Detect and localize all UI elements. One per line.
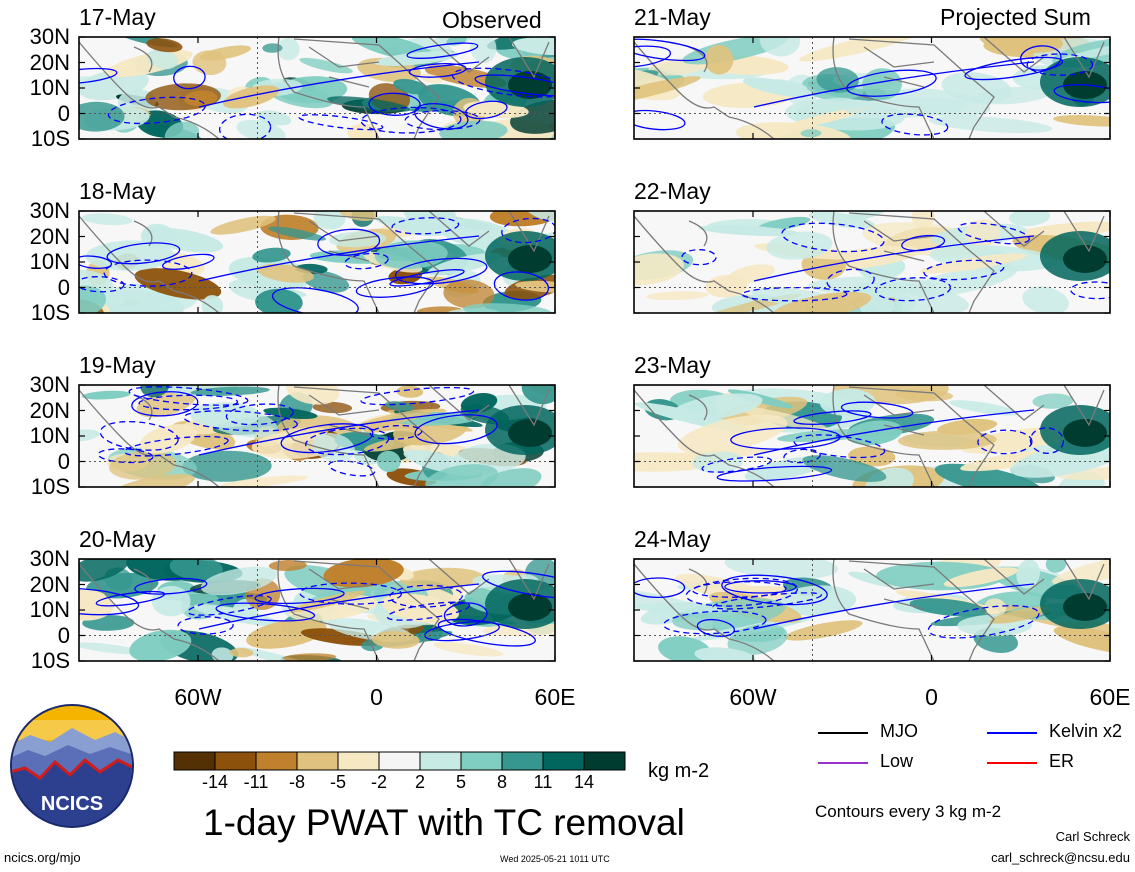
- units-label: kg m-2: [648, 760, 710, 782]
- legend-label: MJO: [880, 721, 918, 741]
- latitude-label: 30N: [29, 24, 70, 49]
- legend-label: ER: [1049, 751, 1075, 771]
- map-panel: [78, 36, 556, 140]
- map-panel: [633, 36, 1111, 140]
- map-panel: [633, 384, 1111, 488]
- latitude-label: 10S: [30, 300, 70, 325]
- colorbar-tick-label: -11: [243, 772, 269, 792]
- contour-note: Contours every 3 kg m-2: [815, 802, 1002, 821]
- colorbar-swatch: [501, 751, 544, 771]
- colorbar-tick-label: -14: [201, 772, 228, 792]
- latitude-label: 0: [57, 622, 70, 648]
- colorbar-tick-label: -8: [288, 772, 305, 792]
- latitude-label: 0: [57, 274, 70, 300]
- latitude-label: 20N: [29, 571, 70, 597]
- projected-sum-label: Projected Sum: [940, 4, 1091, 30]
- map-panel: [78, 210, 556, 314]
- legend-label: Kelvin x2: [1049, 721, 1123, 741]
- colorbar-tick-label: 2: [414, 772, 425, 792]
- latitude-label: 10N: [29, 597, 70, 622]
- ncics-logo: NCICS: [10, 704, 134, 828]
- author-email[interactable]: carl_schreck@ncsu.edu: [991, 850, 1130, 865]
- latitude-label: 10S: [30, 474, 70, 499]
- latitude-label: 20N: [29, 397, 70, 423]
- panel-date-label: 23-May: [634, 352, 711, 378]
- latitude-label: 30N: [29, 198, 70, 223]
- map-panel: [633, 558, 1111, 662]
- latitude-label: 10N: [29, 75, 70, 100]
- panel-date-label: 18-May: [79, 178, 156, 204]
- longitude-label: 60E: [1089, 684, 1131, 710]
- colorbar-swatch: [337, 751, 380, 771]
- longitude-label: 60E: [534, 684, 576, 710]
- longitude-label: 0: [925, 684, 938, 710]
- latitude-label: 0: [57, 448, 70, 474]
- latitude-label: 0: [57, 100, 70, 126]
- panel-date-label: 17-May: [79, 4, 156, 30]
- colorbar-tick-label: 11: [533, 772, 553, 792]
- colorbar-tick-label: 8: [496, 772, 507, 792]
- map-panel: [78, 558, 556, 662]
- latitude-label: 30N: [29, 372, 70, 397]
- colorbar-swatch: [255, 751, 298, 771]
- source-url[interactable]: ncics.org/mjo: [4, 850, 81, 865]
- logo-text: NCICS: [41, 793, 103, 815]
- map-panel: [78, 384, 556, 488]
- latitude-label: 10N: [29, 423, 70, 448]
- panel-date-label: 21-May: [634, 4, 711, 30]
- latitude-label: 30N: [29, 546, 70, 571]
- timestamp: Wed 2025-05-21 1011 UTC: [500, 854, 610, 864]
- colorbar: [173, 751, 626, 771]
- colorbar-swatch: [173, 751, 216, 771]
- longitude-label: 60W: [174, 684, 222, 710]
- legend: [818, 732, 1037, 764]
- colorbar-tick-label: 5: [455, 772, 466, 792]
- figure-title: 1-day PWAT with TC removal: [203, 802, 685, 843]
- colorbar-swatch: [378, 751, 421, 771]
- colorbar-swatch: [419, 751, 462, 771]
- longitude-label: 0: [370, 684, 383, 710]
- map-panel: [633, 210, 1111, 314]
- colorbar-swatch: [296, 751, 339, 771]
- colorbar-swatch: [542, 751, 585, 771]
- panel-date-label: 22-May: [634, 178, 711, 204]
- latitude-label: 20N: [29, 49, 70, 75]
- observed-label: Observed: [442, 7, 542, 33]
- colorbar-swatch: [583, 751, 626, 771]
- colorbar-tick-label: -2: [370, 772, 387, 792]
- colorbar-swatch: [460, 751, 503, 771]
- latitude-label: 10S: [30, 126, 70, 151]
- author-name: Carl Schreck: [1055, 829, 1130, 844]
- colorbar-tick-label: -5: [329, 772, 346, 792]
- panel-date-label: 24-May: [634, 526, 711, 552]
- colorbar-tick-label: 14: [573, 772, 595, 792]
- latitude-label: 20N: [29, 223, 70, 249]
- latitude-label: 10N: [29, 249, 70, 274]
- panel-date-label: 20-May: [79, 526, 156, 552]
- panel-date-label: 19-May: [79, 352, 156, 378]
- colorbar-swatch: [214, 751, 257, 771]
- legend-label: Low: [880, 751, 914, 771]
- longitude-label: 60W: [729, 684, 777, 710]
- latitude-label: 10S: [30, 648, 70, 673]
